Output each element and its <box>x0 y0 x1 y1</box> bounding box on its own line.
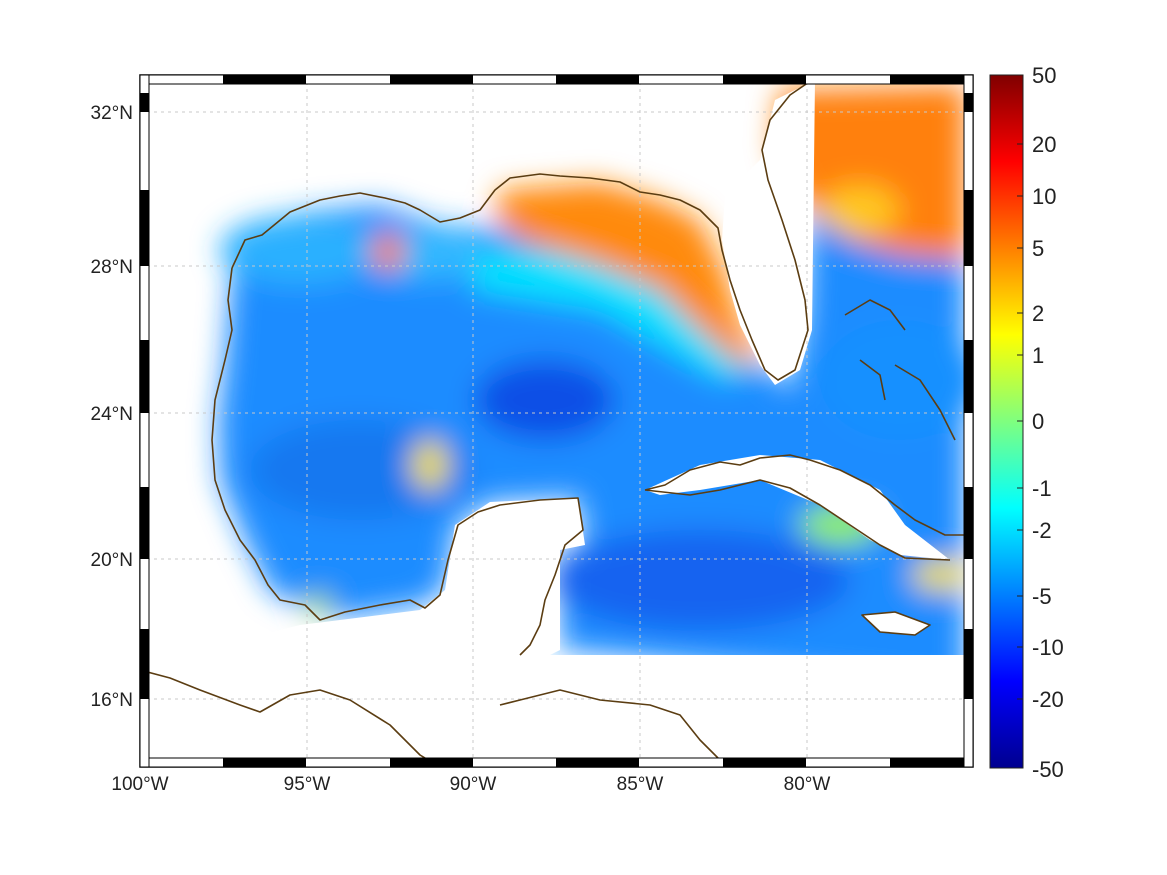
florida-shelf-warm <box>495 182 760 365</box>
colorbar-label: 10 <box>1032 184 1056 209</box>
bahamas-coastline <box>844 299 956 441</box>
windward-warm <box>912 559 968 591</box>
colorbar-label: 1 <box>1032 343 1044 368</box>
lat-tick-20n: 20°N <box>91 550 133 571</box>
lon-tick-90w: 90°W <box>450 774 497 795</box>
jamaica-coastline <box>861 611 931 636</box>
central-gulf-low <box>475 360 615 440</box>
colorbar: 50 20 10 5 2 1 0 -1 -2 -5 -10 -20 -50 <box>989 63 1064 782</box>
central-warm-eddy <box>412 440 448 490</box>
frame-bottom-bar <box>139 757 974 768</box>
frame-top-bar <box>139 74 974 85</box>
cuba-land <box>645 455 950 560</box>
colorbar-label: -2 <box>1032 518 1052 543</box>
atlantic-yellow-patch <box>820 185 900 235</box>
cuba-coastline <box>644 454 968 561</box>
lat-tick-28n: 28°N <box>91 257 133 278</box>
coastlines <box>140 77 968 767</box>
land-masks <box>140 80 973 767</box>
bahamas-field <box>820 320 973 440</box>
colorbar-gradient <box>989 74 1024 769</box>
graticule <box>140 75 973 767</box>
ocean-field <box>218 85 973 690</box>
frame-left-bar <box>139 74 150 768</box>
lon-tick-95w: 95°W <box>284 774 331 795</box>
lon-tick-labels: 100°W 95°W 90°W 85°W 80°W <box>111 774 830 795</box>
northeast-gulf-band <box>470 250 760 380</box>
south-gulf-low <box>250 420 470 520</box>
colorbar-label: -20 <box>1032 687 1064 712</box>
lon-tick-100w: 100°W <box>111 774 168 795</box>
colorbar-label: -50 <box>1032 757 1064 782</box>
lon-tick-80w: 80°W <box>784 774 831 795</box>
florida-land <box>722 80 815 385</box>
mexico-gulf-coastline <box>211 267 584 656</box>
colorbar-label: 2 <box>1032 301 1044 326</box>
map-frame <box>139 74 974 768</box>
campeche-warm-spot <box>303 595 333 615</box>
colorbar-label: -5 <box>1032 584 1052 609</box>
colorbar-label: 20 <box>1032 132 1056 157</box>
colorbar-labels: 50 20 10 5 2 1 0 -1 -2 -5 -10 -20 -50 <box>1032 63 1064 782</box>
central-america-land <box>140 655 973 767</box>
lat-tick-24n: 24°N <box>91 404 133 425</box>
gulf-coastline <box>231 77 816 381</box>
colorbar-ticks <box>1017 143 1023 700</box>
central-america-coastline <box>140 669 721 767</box>
colorbar-label: -10 <box>1032 635 1064 660</box>
texas-shelf-field <box>220 215 380 285</box>
colorbar-label: -1 <box>1032 476 1052 501</box>
lat-tick-16n: 16°N <box>91 690 133 711</box>
caribbean-low <box>550 530 850 630</box>
texas-warm-eddy <box>372 234 404 270</box>
frame-right-bar <box>963 74 974 768</box>
lat-tick-labels: 32°N 28°N 24°N 20°N 16°N <box>91 103 133 711</box>
lon-tick-85w: 85°W <box>617 774 664 795</box>
colorbar-label: 50 <box>1032 63 1056 88</box>
colorbar-label: 5 <box>1032 236 1044 261</box>
lat-tick-32n: 32°N <box>91 103 133 124</box>
colorbar-label: 0 <box>1032 409 1044 434</box>
jamaica-land <box>862 612 930 635</box>
